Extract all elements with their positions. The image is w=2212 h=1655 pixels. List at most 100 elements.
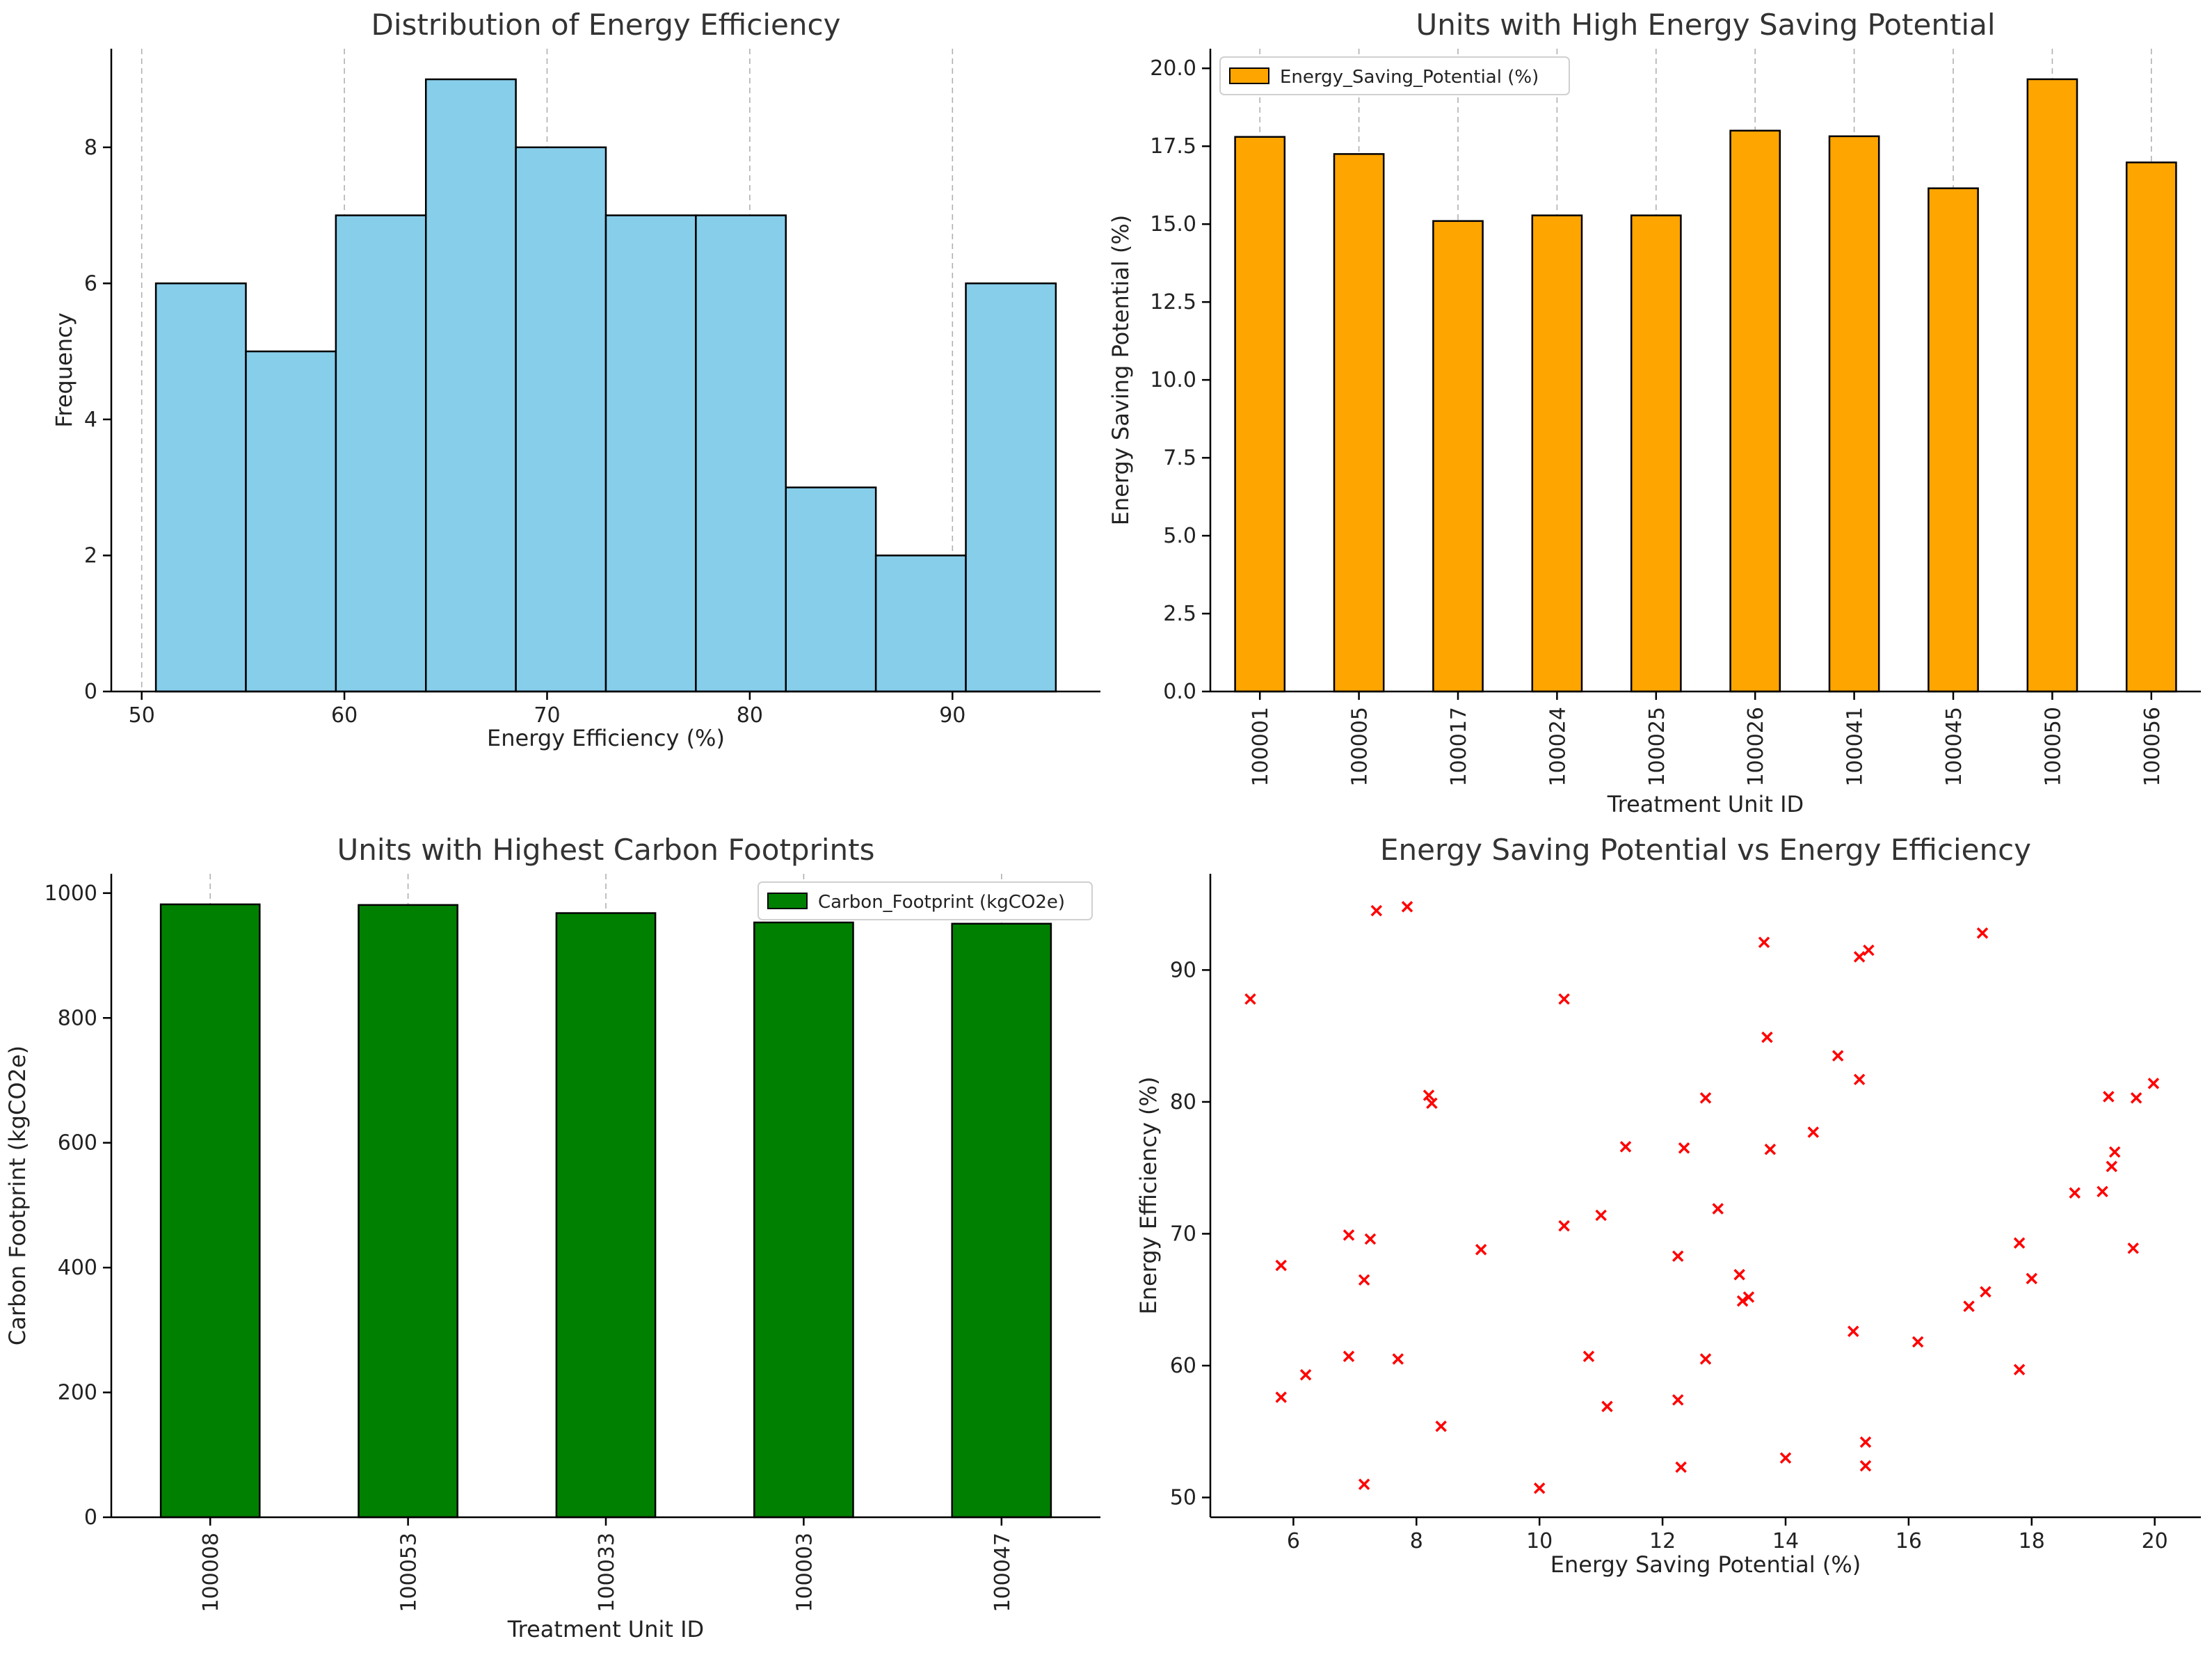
saving-potential-chart-legend-label: Energy_Saving_Potential (%)	[1280, 67, 1539, 88]
scatter-chart-y-tick-label: 70	[1170, 1222, 1196, 1246]
histogram-bin-bar	[604, 214, 697, 693]
scatter-chart-point	[1779, 1452, 1792, 1464]
scatter-chart-point	[1392, 1353, 1404, 1365]
saving-potential-chart-legend-swatch	[1229, 67, 1269, 84]
scatter-chart-point	[1758, 936, 1770, 948]
saving-potential-chart-bar-100001	[1234, 136, 1286, 693]
scatter-chart-point	[1699, 1353, 1712, 1365]
histogram-x-tick-label: 50	[129, 703, 155, 728]
scatter-chart-point	[1401, 901, 1413, 913]
scatter-chart-x-tick-label: 10	[1526, 1529, 1553, 1553]
scatter-chart-point	[1976, 927, 1989, 939]
saving-potential-chart-x-tick-label: 100026	[1744, 707, 1768, 787]
scatter-chart-point	[1672, 1250, 1684, 1262]
scatter-chart-point	[1426, 1097, 1438, 1110]
carbon-footprint-chart-title: Units with Highest Carbon Footprints	[337, 833, 874, 867]
scatter-chart-point	[1244, 993, 1256, 1005]
histogram-bin-bar	[965, 282, 1057, 693]
scatter-chart-point	[1358, 1478, 1370, 1490]
histogram-bin-bar	[335, 214, 427, 693]
saving-potential-chart-x-tick-label: 100005	[1348, 707, 1372, 787]
carbon-footprint-chart-x-tick-label: 100003	[792, 1533, 817, 1613]
saving-potential-chart-x-tick-label: 100001	[1249, 707, 1273, 787]
histogram-y-axis-label: Frequency	[51, 312, 77, 427]
carbon-footprint-chart-bar-100047	[951, 922, 1052, 1519]
scatter-chart-point	[1275, 1391, 1287, 1403]
scatter-chart-point	[1364, 1233, 1377, 1245]
saving-potential-chart-x-tick-label: 100017	[1447, 707, 1471, 787]
scatter-chart-x-tick-label: 14	[1772, 1529, 1799, 1553]
scatter-chart-title: Energy Saving Potential vs Energy Effici…	[1380, 833, 2031, 867]
saving-potential-chart-y-tick-label: 0.0	[1163, 680, 1196, 704]
scatter-chart-point	[1736, 1295, 1749, 1307]
saving-potential-chart-bar-100024	[1531, 214, 1583, 693]
saving-potential-chart-y-tick-label: 2.5	[1163, 602, 1196, 626]
carbon-footprint-chart-bar-100008	[159, 903, 261, 1519]
saving-potential-chart-y-tick-label: 10.0	[1150, 368, 1196, 392]
scatter-chart-point	[1742, 1291, 1755, 1303]
scatter-chart-x-tick-label: 6	[1287, 1529, 1300, 1553]
histogram-bin-bar	[874, 554, 967, 693]
saving-potential-chart-x-axis-label: Treatment Unit ID	[1607, 791, 1804, 817]
scatter-chart-point	[2103, 1091, 2115, 1103]
scatter-chart-point	[1980, 1286, 1991, 1298]
scatter-chart-point	[2127, 1242, 2139, 1254]
carbon-footprint-chart-y-axis-label: Carbon Footprint (kgCO2e)	[4, 1046, 31, 1345]
scatter-chart-point	[1619, 1141, 1632, 1153]
saving-potential-chart-bar-100017	[1432, 220, 1484, 693]
histogram-x-tick-label: 90	[939, 703, 965, 728]
saving-potential-chart-bar-100026	[1729, 129, 1781, 693]
carbon-footprint-chart-x-axis-label: Treatment Unit ID	[507, 1616, 704, 1642]
scatter-chart-point	[2097, 1185, 2108, 1198]
scatter-chart-point	[1761, 1031, 1773, 1044]
saving-potential-chart-bar-100025	[1630, 214, 1682, 693]
scatter-chart-point	[1275, 1259, 1287, 1272]
scatter-chart-point	[1853, 951, 1866, 963]
scatter-chart-point	[1764, 1143, 1777, 1156]
histogram-bin-bar	[695, 214, 787, 693]
scatter-chart-point	[2013, 1237, 2026, 1249]
saving-potential-chart-bar-100050	[2026, 78, 2078, 693]
carbon-footprint-chart-x-tick-label: 100053	[397, 1533, 422, 1613]
scatter-chart-point	[1699, 1092, 1712, 1104]
scatter-chart-point	[1863, 944, 1875, 957]
scatter-chart-point	[1370, 904, 1383, 917]
carbon-footprint-chart-legend-swatch	[767, 893, 808, 909]
scatter-chart-point	[1848, 1325, 1859, 1337]
histogram-x-tick-label: 60	[331, 703, 358, 728]
saving-potential-chart-y-tick-label: 5.0	[1163, 524, 1196, 548]
histogram-y-tick-label: 0	[84, 680, 97, 704]
scatter-chart-y-tick-label: 50	[1170, 1486, 1196, 1510]
saving-potential-chart-legend: Energy_Saving_Potential (%)	[1219, 56, 1570, 95]
histogram-bin-bar	[515, 146, 607, 693]
scatter-chart-point	[1601, 1400, 1613, 1413]
carbon-footprint-chart-legend: Carbon_Footprint (kgCO2e)	[758, 881, 1093, 920]
scatter-chart-point	[1595, 1209, 1607, 1222]
scatter-chart-point	[1675, 1461, 1687, 1473]
scatter-chart-y-axis-label: Energy Efficiency (%)	[1135, 1077, 1162, 1315]
scatter-chart-point	[2130, 1092, 2142, 1104]
scatter-chart-point	[2026, 1272, 2038, 1285]
scatter-chart-x-tick-label: 16	[1896, 1529, 1922, 1553]
scatter-chart-point	[2106, 1160, 2117, 1173]
saving-potential-chart-x-tick-label: 100041	[1843, 707, 1868, 787]
saving-potential-chart-x-tick-label: 100025	[1645, 707, 1669, 787]
saving-potential-chart-y-tick-label: 12.5	[1150, 290, 1196, 314]
scatter-chart-point	[2108, 1146, 2121, 1158]
histogram-bin-bar	[245, 350, 337, 693]
saving-potential-chart-x-tick-label: 100050	[2041, 707, 2065, 787]
histogram-x-tick-label: 80	[737, 703, 763, 728]
scatter-chart-point	[1343, 1350, 1355, 1362]
saving-potential-chart-x-tick-label: 100056	[2140, 707, 2165, 787]
scatter-chart-point	[1533, 1482, 1546, 1494]
carbon-footprint-chart-bar-100053	[358, 904, 458, 1519]
scatter-chart-point	[1435, 1420, 1447, 1432]
saving-potential-chart-x-tick-label: 100045	[1942, 707, 1966, 787]
scatter-chart-point	[1678, 1142, 1690, 1154]
carbon-footprint-chart-y-tick-label: 200	[58, 1381, 97, 1405]
scatter-chart-point	[1807, 1126, 1820, 1138]
saving-potential-chart-legend-frame	[1219, 56, 1570, 95]
carbon-footprint-chart-bar-100003	[753, 921, 854, 1519]
histogram-x-axis-label: Energy Efficiency (%)	[487, 725, 725, 751]
